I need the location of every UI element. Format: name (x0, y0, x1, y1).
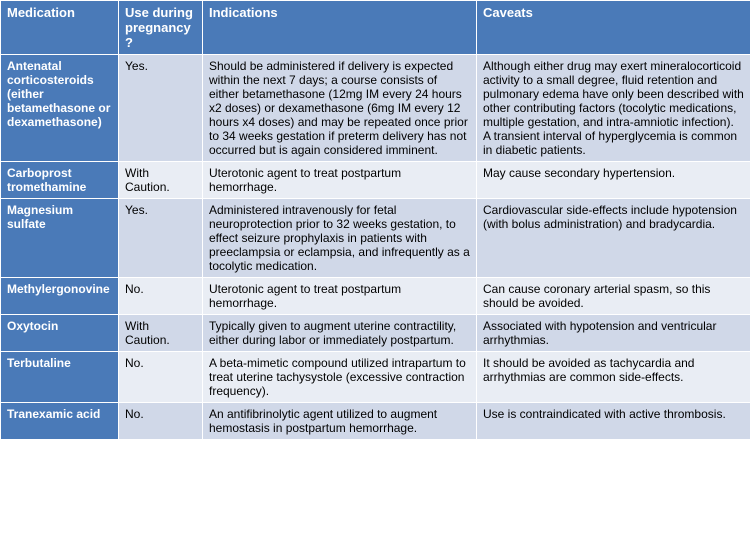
table-header-row: Medication Use during pregnancy? Indicat… (1, 1, 750, 55)
cell-use: With Caution. (119, 315, 203, 352)
table-row: Methylergonovine No. Uterotonic agent to… (1, 278, 750, 315)
cell-medication: Magnesium sulfate (1, 199, 119, 278)
table-row: Oxytocin With Caution. Typically given t… (1, 315, 750, 352)
table-row: Magnesium sulfate Yes. Administered intr… (1, 199, 750, 278)
cell-caveats: Can cause coronary arterial spasm, so th… (477, 278, 750, 315)
cell-caveats: Although either drug may exert mineraloc… (477, 55, 750, 162)
cell-use: No. (119, 352, 203, 403)
cell-use: With Caution. (119, 162, 203, 199)
cell-medication: Oxytocin (1, 315, 119, 352)
table-row: Tranexamic acid No. An antifibrinolytic … (1, 403, 750, 440)
table-row: Terbutaline No. A beta-mimetic compound … (1, 352, 750, 403)
col-header-caveats: Caveats (477, 1, 750, 55)
cell-indications: Typically given to augment uterine contr… (203, 315, 477, 352)
cell-caveats: May cause secondary hypertension. (477, 162, 750, 199)
cell-use: No. (119, 403, 203, 440)
cell-caveats: Cardiovascular side-effects include hypo… (477, 199, 750, 278)
cell-medication: Tranexamic acid (1, 403, 119, 440)
medication-table: Medication Use during pregnancy? Indicat… (0, 0, 750, 440)
cell-medication: Methylergonovine (1, 278, 119, 315)
cell-caveats: Use is contraindicated with active throm… (477, 403, 750, 440)
cell-indications: An antifibrinolytic agent utilized to au… (203, 403, 477, 440)
cell-indications: Administered intravenously for fetal neu… (203, 199, 477, 278)
cell-indications: Should be administered if delivery is ex… (203, 55, 477, 162)
cell-medication: Terbutaline (1, 352, 119, 403)
cell-use: No. (119, 278, 203, 315)
cell-use: Yes. (119, 199, 203, 278)
col-header-medication: Medication (1, 1, 119, 55)
cell-indications: Uterotonic agent to treat postpartum hem… (203, 278, 477, 315)
cell-medication: Antenatal corticosteroids (either betame… (1, 55, 119, 162)
cell-medication: Carboprost tromethamine (1, 162, 119, 199)
cell-indications: A beta-mimetic compound utilized intrapa… (203, 352, 477, 403)
col-header-indications: Indications (203, 1, 477, 55)
cell-use: Yes. (119, 55, 203, 162)
cell-indications: Uterotonic agent to treat postpartum hem… (203, 162, 477, 199)
cell-caveats: It should be avoided as tachycardia and … (477, 352, 750, 403)
table-row: Antenatal corticosteroids (either betame… (1, 55, 750, 162)
table-row: Carboprost tromethamine With Caution. Ut… (1, 162, 750, 199)
cell-caveats: Associated with hypotension and ventricu… (477, 315, 750, 352)
col-header-use: Use during pregnancy? (119, 1, 203, 55)
